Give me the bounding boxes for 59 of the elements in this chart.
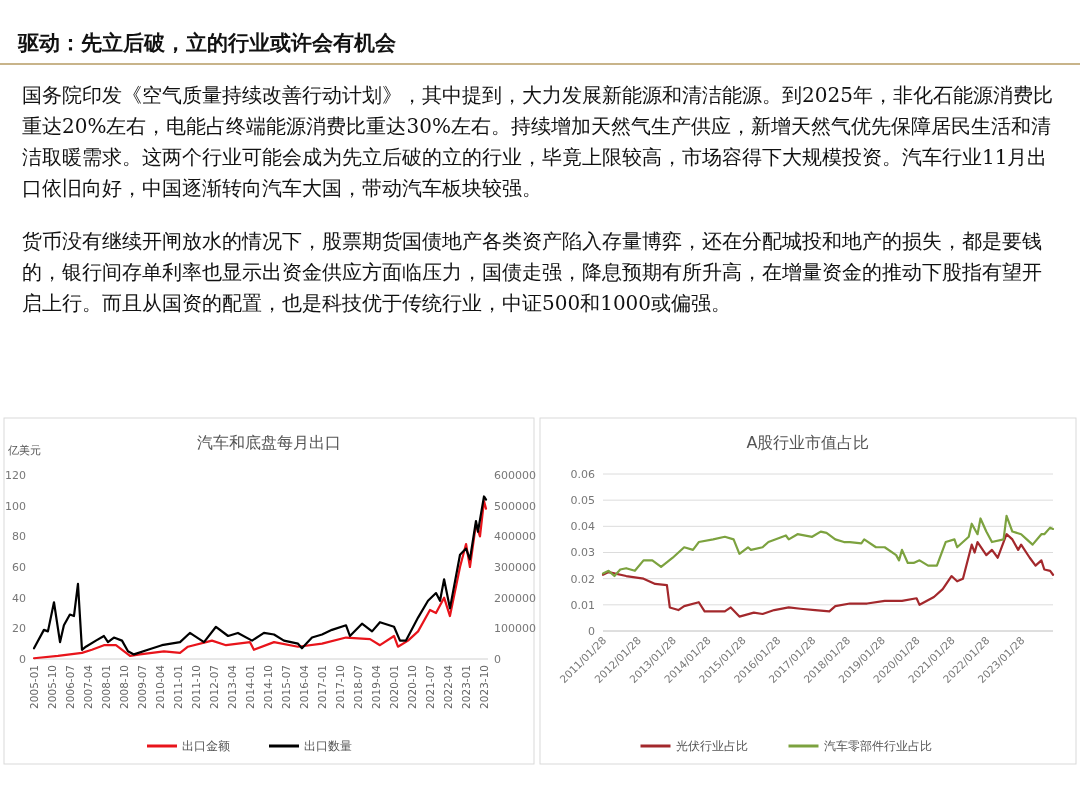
y-tick-label: 0.04 [570, 520, 595, 534]
x-tick-label: 2011-01 [171, 665, 184, 709]
x-tick-label: 2010-04 [153, 664, 166, 709]
x-tick-label: 2022-04 [441, 664, 454, 709]
y-tick-label: 120 [5, 468, 26, 482]
x-tick-label: 2014-10 [261, 665, 274, 709]
y-axis-title: 亿美元 [7, 444, 41, 457]
x-tick-label: 2019-04 [369, 664, 382, 709]
y2-tick-label: 600000 [494, 468, 536, 482]
line-series [601, 514, 1055, 578]
y2-tick-label: 300000 [494, 560, 536, 574]
x-tick-label: 2009-07 [135, 665, 148, 709]
y2-tick-label: 400000 [494, 530, 536, 544]
x-tick-label: 2013-04 [225, 664, 238, 709]
x-tick-label: 2017-01 [315, 665, 328, 709]
chart-title: 汽车和底盘每月出口 [197, 433, 341, 452]
x-tick-label: 2011-10 [189, 665, 202, 709]
x-tick-label: 2008-01 [99, 665, 112, 709]
x-tick-label: 2017-10 [333, 665, 346, 709]
x-tick-label: 2012-07 [207, 665, 220, 709]
x-tick-label: 2008-10 [117, 665, 130, 709]
y2-tick-label: 100000 [494, 622, 536, 636]
y-tick-label: 100 [5, 499, 26, 513]
y-tick-label: 0.05 [570, 494, 595, 508]
y-tick-label: 0.02 [570, 572, 595, 586]
legend-label: 汽车零部件行业占比 [823, 739, 932, 754]
y2-tick-label: 200000 [494, 591, 536, 605]
y2-tick-label: 0 [494, 652, 501, 666]
x-tick-label: 2014-01 [243, 665, 256, 709]
legend-label: 出口数量 [304, 739, 352, 754]
x-tick-label: 2005-10 [45, 665, 58, 709]
x-tick-label: 2006-07 [63, 665, 76, 709]
x-tick-label: 2020-01 [387, 665, 400, 709]
y-tick-label: 60 [12, 560, 26, 574]
x-tick-label: 2005-01 [27, 665, 40, 709]
x-tick-label: 2023-01 [459, 665, 472, 709]
y-tick-label: 40 [12, 591, 26, 605]
y2-tick-label: 500000 [494, 499, 536, 513]
legend-label: 出口金额 [182, 739, 230, 754]
text: 国务院印发《空气质量持续改善行动计划》，其中提到，大力发展新能源和清洁能源。到2025年，非化石能源消费比重达20%左右，电能占终端能源消费比重达30%左右。持续增加天然气生产供应，新增天然气优先保障居民生活和清洁取暖需求。这两个行业可能会成为先立后破的立的行业，毕竟上限较高，市场容得下大规模投资。汽车行业11月出口依旧向好，中国逐渐转向汽车大国，带动汽车板块较强。 [22, 83, 1053, 200]
x-tick-label: 2020-10 [405, 665, 418, 709]
y-tick-label: 0 [588, 624, 595, 638]
x-tick-label: 2007-04 [81, 664, 94, 709]
y-tick-label: 80 [12, 530, 26, 544]
text: 驱动：先立后破，立的行业或许会有机会 [17, 30, 397, 55]
y-tick-label: 20 [12, 622, 26, 636]
y-tick-label: 0.06 [570, 467, 595, 481]
chart-title: A股行业市值占比 [746, 433, 870, 452]
text: 货币没有继续开闸放水的情况下，股票期货国债地产各类资产陷入存量博弈，还在分配城投和地产的损失，都是要钱的，银行间存单利率也显示出资金供应方面临压力，国债走强，降息预期有所升高，在增量资金的推动下股指有望开启上行。而且从国资的配置，也是科技优于传统行业，中证500和1000或偏强。 [22, 229, 1042, 315]
y-tick-label: 0 [19, 652, 26, 666]
x-tick-label: 2018-07 [351, 665, 364, 709]
y-tick-label: 0.01 [570, 598, 595, 612]
x-tick-label: 2023-10 [477, 665, 490, 709]
x-tick-label: 2021-07 [423, 665, 436, 709]
legend-label: 光伏行业占比 [675, 739, 748, 754]
line-series [601, 533, 1055, 618]
x-tick-label: 2016-04 [297, 664, 310, 709]
x-tick-label: 2015-07 [279, 665, 292, 709]
y-tick-label: 0.03 [570, 546, 595, 560]
